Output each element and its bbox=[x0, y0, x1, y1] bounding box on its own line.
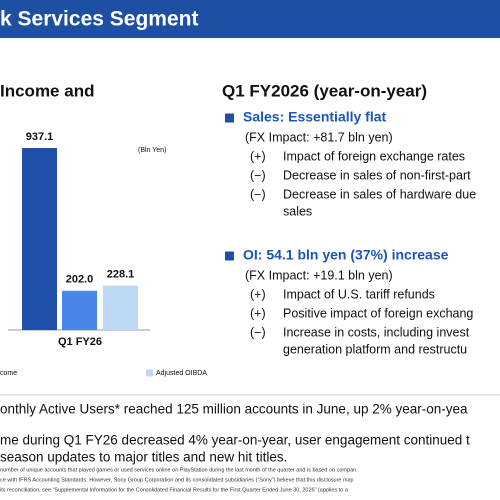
right-title: Q1 FY2026 (year-on-year) bbox=[222, 81, 427, 100]
section-heading: OI: 54.1 bln yen (37%) increase bbox=[243, 247, 449, 263]
sign: (+) bbox=[250, 149, 266, 163]
section-heading: Sales: Essentially flat bbox=[243, 109, 387, 125]
bar bbox=[62, 290, 97, 330]
right-column: Sales: Essentially flat (FX Impact: +81.7… bbox=[225, 109, 476, 356]
bullet bbox=[225, 251, 234, 261]
legend-label: come bbox=[0, 370, 17, 377]
footnote: its reconciliation, see “Supplemental In… bbox=[0, 487, 349, 493]
bottom-text: onthly Active Users* reached 125 million… bbox=[0, 402, 470, 494]
item-text: Increase in costs, including invest bbox=[283, 325, 470, 339]
unit: (Bln Yen) bbox=[138, 147, 166, 154]
bar bbox=[22, 148, 57, 330]
legend-label: Adjusted OIBDA bbox=[156, 370, 207, 377]
body-line: season updates to major titles and new h… bbox=[0, 450, 287, 465]
item-text: generation platform and restructu bbox=[283, 342, 467, 356]
footnote: ce with IFRS Accounting Standards. Howev… bbox=[0, 477, 354, 483]
header-bar bbox=[0, 0, 500, 38]
body-line: me during Q1 FY26 decreased 4% year-on-y… bbox=[0, 433, 470, 448]
header-title: k Services Segment bbox=[0, 8, 198, 31]
item-text: Impact of foreign exchange rates bbox=[283, 149, 465, 163]
sign: (−) bbox=[250, 325, 266, 339]
sign: (+) bbox=[250, 287, 266, 301]
fx-impact: (FX Impact: +19.1 bln yen) bbox=[245, 268, 393, 282]
body-line: onthly Active Users* reached 125 million… bbox=[0, 402, 468, 417]
item-text: sales bbox=[283, 204, 312, 218]
footnote: number of unique accounts that played ga… bbox=[0, 467, 356, 473]
item-text: Decrease in sales of hardware due bbox=[283, 187, 476, 201]
value-label: 228.1 bbox=[107, 269, 135, 281]
sign: (+) bbox=[250, 306, 266, 320]
sign: (−) bbox=[250, 168, 266, 182]
fx-impact: (FX Impact: +81.7 bln yen) bbox=[245, 130, 393, 144]
value-label: 937.1 bbox=[26, 131, 54, 143]
item-text: Positive impact of foreign exchang bbox=[283, 306, 473, 320]
category-label: Q1 FY26 bbox=[58, 336, 102, 348]
left-title: Income and bbox=[0, 81, 94, 100]
item-text: Decrease in sales of non-first-part bbox=[283, 168, 471, 182]
sign: (−) bbox=[250, 187, 266, 201]
legend-swatch bbox=[146, 369, 153, 377]
bullet bbox=[225, 113, 234, 123]
value-label: 202.0 bbox=[66, 274, 94, 286]
bar bbox=[103, 285, 138, 330]
item-text: Impact of U.S. tariff refunds bbox=[283, 287, 435, 301]
